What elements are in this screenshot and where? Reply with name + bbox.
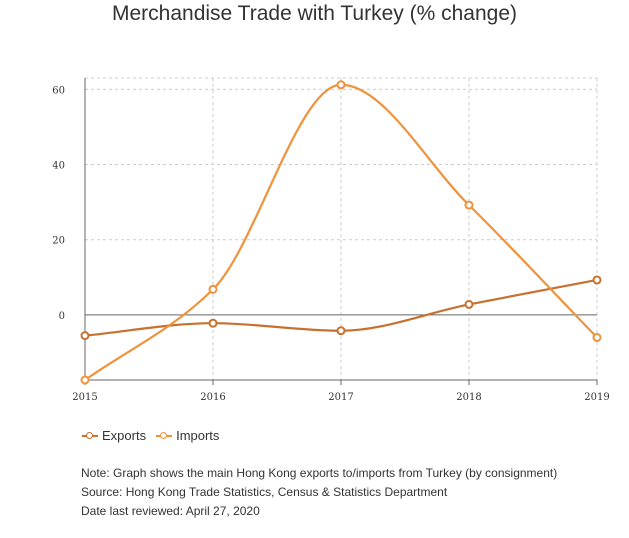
reviewed-text: Date last reviewed: April 27, 2020 [81, 504, 260, 518]
source-text: Source: Hong Kong Trade Statistics, Cens… [81, 485, 448, 499]
series-line-imports [84, 83, 598, 381]
x-tick-label-2019: 2019 [584, 392, 609, 403]
data-point-imports-2019 [592, 333, 602, 343]
chart-title: Merchandise Trade with Turkey (% change) [111, 2, 518, 25]
x-tick-label-2016: 2016 [200, 392, 225, 403]
data-point-imports-2017 [336, 80, 346, 90]
x-tick-label-2017: 2017 [328, 392, 353, 403]
y-tick-label-20: 20 [52, 236, 65, 247]
legend-label-imports: Imports [176, 428, 220, 443]
legend-swatch-imports [156, 431, 173, 441]
series-lines [80, 80, 602, 385]
legend-item-exports[interactable]: Exports [82, 428, 146, 443]
data-point-exports-2015 [80, 331, 90, 341]
legend-swatch-exports [82, 431, 98, 441]
grid [85, 77, 598, 380]
chart-notes: Note: Graph shows the main Hong Kong exp… [81, 464, 557, 521]
x-tick-label-2018: 2018 [456, 392, 481, 403]
data-point-exports-2016 [208, 318, 218, 328]
x-tick-label-2015: 2015 [72, 392, 97, 403]
y-tick-label-40: 40 [52, 161, 65, 172]
data-point-exports-2018 [464, 299, 474, 309]
data-point-exports-2019 [592, 275, 602, 285]
data-point-exports-2017 [336, 326, 346, 336]
line-chart: 0 20 40 60 2015 2016 2017 2018 2019 [52, 77, 610, 403]
legend-label-exports: Exports [102, 428, 147, 443]
legend: Exports Imports [82, 428, 229, 443]
axes [84, 78, 598, 385]
data-point-imports-2018 [464, 200, 474, 210]
data-point-imports-2016 [208, 284, 218, 294]
data-point-imports-2015 [80, 375, 90, 385]
tick-labels: 0 20 40 60 2015 2016 2017 2018 2019 [52, 85, 609, 403]
legend-item-imports[interactable]: Imports [156, 428, 219, 443]
y-tick-label-0: 0 [59, 311, 65, 322]
note-text: Note: Graph shows the main Hong Kong exp… [81, 466, 558, 480]
y-tick-label-60: 60 [52, 85, 65, 96]
